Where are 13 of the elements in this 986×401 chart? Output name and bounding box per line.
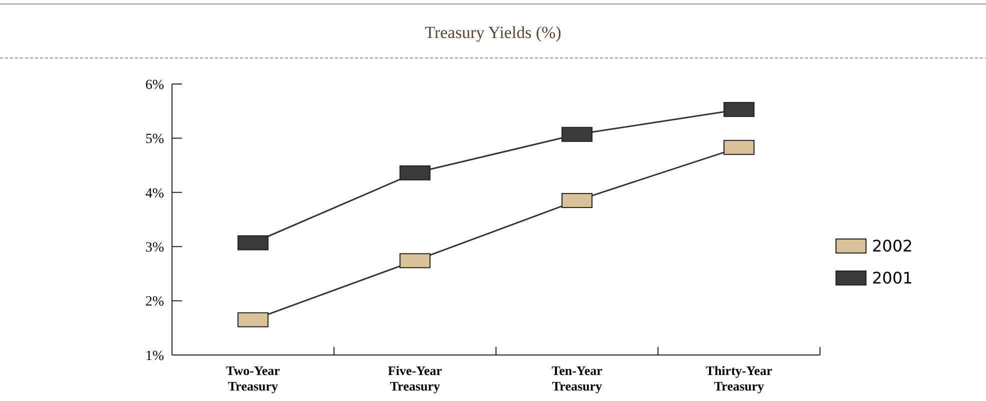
y-tick-label: 2% bbox=[145, 294, 164, 310]
y-tick-label: 5% bbox=[145, 132, 164, 148]
y-tick-label: 1% bbox=[145, 348, 164, 364]
x-tick-label: Thirty-Year Treasury bbox=[706, 363, 772, 394]
x-tick-label: Two-Year Treasury bbox=[226, 363, 280, 394]
y-tick-label: 6% bbox=[145, 78, 164, 93]
legend-label: 2002 bbox=[872, 236, 913, 256]
legend-label: 2001 bbox=[872, 268, 913, 288]
x-tick-label: Ten-Year Treasury bbox=[552, 363, 603, 394]
y-tick-label: 4% bbox=[145, 186, 164, 202]
y-tick-label: 3% bbox=[145, 240, 164, 256]
x-tick-label: Five-Year Treasury bbox=[388, 363, 442, 394]
chart-title: Treasury Yields (%) bbox=[424, 23, 562, 42]
